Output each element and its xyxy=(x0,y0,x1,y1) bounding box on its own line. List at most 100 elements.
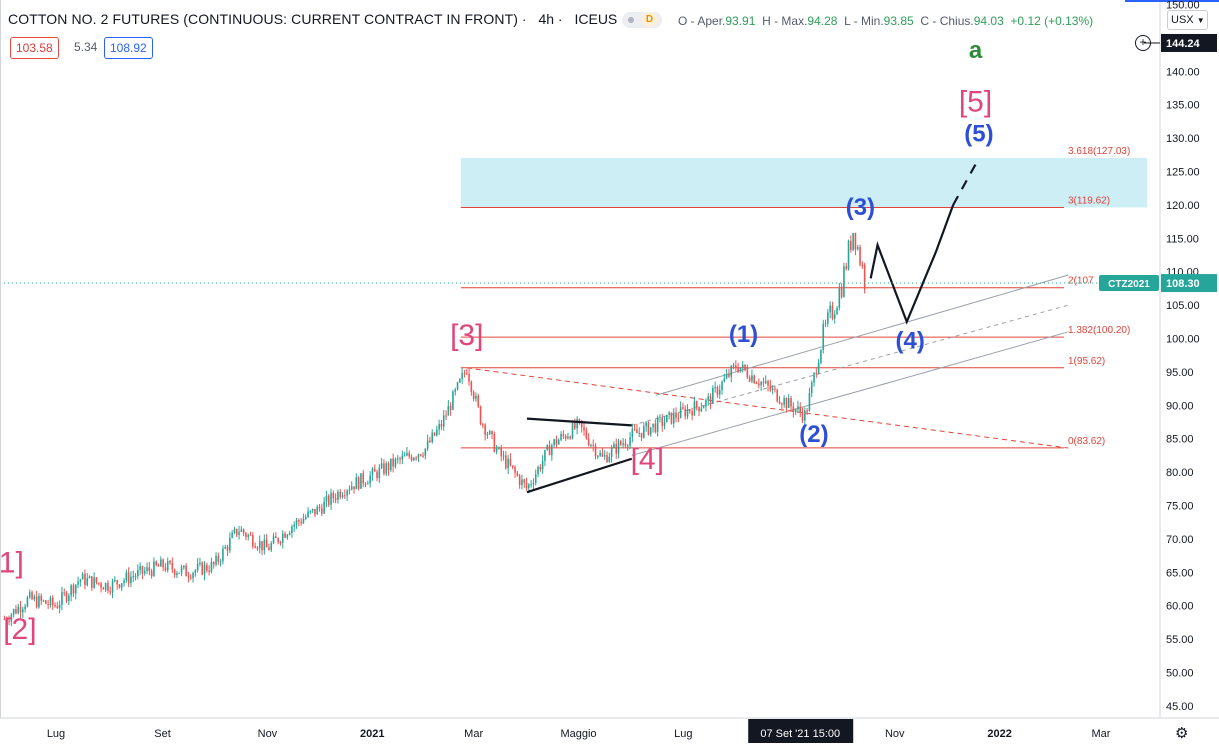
candle-body xyxy=(799,406,802,413)
candle-body xyxy=(649,427,652,435)
ohlc-values: O - Aper.93.91 H - Max.94.28 L - Min.93.… xyxy=(678,14,1093,28)
buy-price-button[interactable]: 108.92 xyxy=(104,37,153,59)
candle-body xyxy=(656,417,659,433)
candle-body xyxy=(396,458,399,460)
price-axis-tick: 115.00 xyxy=(1166,233,1199,245)
candle-body xyxy=(691,411,693,416)
wave-projection-line[interactable] xyxy=(869,204,955,325)
candle-body xyxy=(143,570,146,574)
price-axis-tick: 95.00 xyxy=(1166,367,1194,379)
candle-body xyxy=(185,565,187,577)
candle-body xyxy=(599,453,601,456)
candle-body xyxy=(578,419,581,421)
candle-body xyxy=(557,439,560,445)
candle-body xyxy=(19,606,22,613)
candle-body xyxy=(169,561,171,563)
triangle-line[interactable] xyxy=(526,417,632,427)
open-value: 93.91 xyxy=(725,14,756,28)
candle-body xyxy=(332,492,335,499)
candle-body xyxy=(254,546,256,548)
candle-body xyxy=(693,401,696,416)
time-axis-tick: Maggio xyxy=(560,728,596,740)
candle-body xyxy=(748,377,751,382)
wave-projection-line[interactable] xyxy=(952,157,980,206)
chart-legend[interactable]: COTTON NO. 2 FUTURES (CONTINUOUS: CURREN… xyxy=(8,11,617,27)
candle-body xyxy=(620,441,622,445)
candle-body xyxy=(576,419,578,429)
candle-body xyxy=(700,408,703,412)
crosshair-time-text: 07 Set '21 15:00 xyxy=(760,728,840,740)
candle-body xyxy=(419,454,422,456)
price-axis-tick: 50.00 xyxy=(1166,668,1194,680)
crosshair-time-label xyxy=(748,719,854,743)
fib-level-label: 3.618(127.03) xyxy=(1068,146,1130,157)
candle-body xyxy=(35,596,38,608)
candle-body xyxy=(321,508,323,514)
candle-body xyxy=(516,472,519,476)
gear-icon[interactable]: ⚙ xyxy=(1175,725,1189,742)
candle-body xyxy=(587,438,590,446)
candle-body xyxy=(723,378,726,382)
symbol-price-tag[interactable] xyxy=(1099,275,1159,292)
candle-body xyxy=(56,606,59,609)
candle-body xyxy=(231,532,233,538)
candle-body xyxy=(373,468,376,472)
candle-body xyxy=(219,561,222,563)
candle-body xyxy=(150,570,153,576)
candle-body xyxy=(705,399,707,407)
title-separator: · xyxy=(521,11,527,27)
candle-body xyxy=(751,375,753,382)
candle-body xyxy=(132,576,135,578)
candle-body xyxy=(26,597,29,607)
candle-body xyxy=(843,266,845,297)
candle-body xyxy=(275,536,277,539)
candle-body xyxy=(698,406,700,412)
candle-body xyxy=(426,440,429,449)
candle-body xyxy=(408,452,411,457)
channel-line[interactable] xyxy=(631,331,1069,456)
sell-price-button[interactable]: 103.58 xyxy=(10,37,59,59)
candle-body xyxy=(684,408,687,417)
candle-body xyxy=(199,562,201,564)
candle-body xyxy=(861,264,864,266)
candle-body xyxy=(760,382,762,386)
candle-body xyxy=(376,471,378,479)
channel-line[interactable] xyxy=(631,304,1069,426)
price-axis-tick: 80.00 xyxy=(1166,467,1194,479)
candle-body xyxy=(776,389,779,402)
candle-body xyxy=(291,526,293,534)
candle-body xyxy=(173,569,176,576)
candle-body xyxy=(157,565,160,567)
price-axis-tick: 45.00 xyxy=(1166,701,1194,713)
candle-body xyxy=(123,580,125,584)
candle-body xyxy=(245,533,247,538)
candle-body xyxy=(562,434,565,436)
candle-body xyxy=(629,437,631,446)
candle-body xyxy=(406,452,408,456)
candle-body xyxy=(682,407,684,409)
candle-body xyxy=(24,606,26,610)
candle-body xyxy=(488,431,491,435)
delayed-data-badge[interactable]: D xyxy=(642,12,657,27)
currency-select[interactable]: USX ▼ xyxy=(1167,10,1208,30)
candle-body xyxy=(380,463,383,468)
low-key: L - Min. xyxy=(844,14,884,28)
candle-body xyxy=(353,486,355,490)
wave-label: a xyxy=(969,37,983,64)
candle-body xyxy=(758,383,760,386)
price-axis-tick: 135.00 xyxy=(1166,100,1200,112)
plus-circle-icon[interactable]: + xyxy=(1135,35,1151,51)
channel-line[interactable] xyxy=(466,367,1069,449)
change-value: +0.12 (+0.13%) xyxy=(1010,14,1094,28)
candle-body xyxy=(8,620,10,622)
timeframe-label[interactable]: 4h xyxy=(538,11,555,27)
candle-body xyxy=(822,323,825,350)
candle-body xyxy=(571,422,574,439)
candle-body xyxy=(431,432,434,443)
candle-body xyxy=(778,401,781,404)
fib-level-label: 0(83.62) xyxy=(1068,436,1105,447)
candle-body xyxy=(820,349,822,363)
candle-body xyxy=(413,457,415,461)
triangle-line[interactable] xyxy=(526,457,633,494)
